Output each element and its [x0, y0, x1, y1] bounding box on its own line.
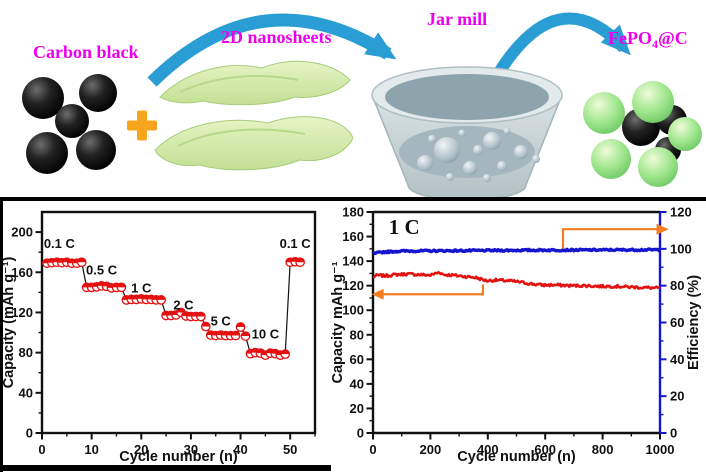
rate-annotation-0: 0.1 C: [44, 236, 76, 251]
carbon-black-cluster: [22, 74, 117, 174]
cycling-stability-chart: 0 200 400 600 800 1000 0 20 40 60 80 100 120 140 160 18…: [330, 200, 706, 472]
rate-y-tick-label: 80: [19, 345, 33, 360]
cycling-y-axis-left: 0 20 40 60 80 100 120 140 160 180: [342, 205, 373, 441]
rate-x-tick-label: 0: [38, 442, 45, 457]
panel-bottom-bar: [0, 465, 331, 471]
rate-chart-canvas: 0 10 20 30 40 50 0 40 80 120 160 200 Cycle number (n…: [1, 210, 317, 465]
cycling-right-tick-label: 80: [670, 278, 684, 293]
rate-x-axis-title: Cycle number (n): [119, 449, 238, 465]
rate-plot-frame: [40, 210, 317, 435]
cycling-left-tick-label: 40: [350, 376, 364, 391]
cycling-left-tick-label: 80: [350, 327, 364, 342]
rate-annotation-1: 0.5 C: [86, 262, 118, 277]
rate-y-tick-label: 160: [11, 265, 33, 280]
rate-annotation-4: 5 C: [211, 314, 232, 329]
nanosheets: [154, 60, 354, 171]
rate-y-axis: 0 40 80 120 160 200: [11, 225, 42, 441]
cycling-x-tick-label: 0: [369, 442, 376, 457]
rate-y-tick-label: 200: [11, 225, 33, 240]
cycling-right-tick-label: 0: [670, 426, 677, 441]
product-cluster: [583, 81, 702, 187]
cycling-series-capacity: [372, 271, 661, 291]
cycling-left-tick-label: 20: [350, 401, 364, 416]
cycling-rate-label: 1 C: [389, 215, 420, 239]
product-label: FePO4@C: [608, 28, 688, 51]
rate-annotation-3: 2 C: [173, 297, 194, 312]
cycling-left-tick-label: 120: [342, 278, 364, 293]
cycling-right-tick-label: 20: [670, 389, 684, 404]
capacity-axis-arrow: [371, 284, 485, 300]
cycling-series-efficiency: [371, 247, 661, 256]
nanosheets-label: 2D nanosheets: [221, 27, 332, 47]
cycling-left-axis-title: Capacity mAh g⁻¹: [330, 261, 346, 383]
rate-x-tick-label: 50: [283, 442, 297, 457]
rate-y-tick-label: 120: [11, 305, 33, 320]
cycling-x-tick-label: 200: [420, 442, 442, 457]
jar-mill-label: Jar mill: [427, 9, 487, 29]
arrow-mix-to-jar-icon: [147, 13, 397, 87]
rate-y-axis-title: Capacity (mAh g⁻¹): [1, 256, 17, 388]
cycling-left-tick-label: 140: [342, 254, 364, 269]
cycling-x-tick-label: 600: [534, 442, 556, 457]
cycling-right-tick-label: 100: [670, 241, 692, 256]
cycling-x-axis-title: Cycle number (n): [457, 449, 576, 465]
schematic-canvas: Carbon black 2D nanosheets Jar mill FePO…: [22, 9, 702, 200]
rate-annotation-5: 10 C: [252, 327, 280, 342]
rate-x-tick-label: 30: [184, 442, 198, 457]
rate-y-tick-label: 0: [26, 426, 33, 441]
rate-annotation-2: 1 C: [131, 280, 152, 295]
synthesis-schematic: Carbon black 2D nanosheets Jar mill FePO…: [0, 0, 706, 200]
cycling-x-tick-label: 1000: [646, 442, 675, 457]
efficiency-axis-arrow: [561, 223, 669, 249]
arrow-jar-to-product-icon: [492, 12, 631, 78]
cycling-left-tick-label: 100: [342, 303, 364, 318]
cycling-x-axis: 0 200 400 600 800 1000: [369, 433, 674, 457]
rate-x-tick-label: 40: [233, 442, 247, 457]
cycling-x-tick-label: 400: [477, 442, 499, 457]
rate-y-tick-label: 40: [19, 385, 33, 400]
rate-annotation-6: 0.1 C: [280, 236, 312, 251]
cycling-chart-canvas: 0 200 400 600 800 100002040608010012014016018…: [330, 205, 702, 466]
cycling-right-tick-label: 120: [670, 205, 692, 220]
cycling-left-tick-label: 180: [342, 205, 364, 220]
cycling-left-tick-label: 0: [357, 426, 364, 441]
milling-balls: [417, 127, 540, 182]
cycling-x-tick-label: 800: [592, 442, 614, 457]
cycling-right-tick-label: 40: [670, 352, 684, 367]
rate-x-tick-label: 20: [134, 442, 148, 457]
carbon-black-label: Carbon black: [33, 42, 139, 62]
cycling-left-tick-label: 60: [350, 352, 364, 367]
rate-x-axis: 0 10 20 30 40 50: [38, 433, 316, 457]
rate-x-tick-label: 10: [84, 442, 98, 457]
cycling-right-tick-label: 60: [670, 315, 684, 330]
rate-capability-chart: 0 10 20 30 40 50 0 40 80 120 160 200 Cycle number (n…: [0, 200, 330, 466]
cycling-left-tick-label: 160: [342, 229, 364, 244]
cycling-right-axis-title: Efficiency (%): [686, 275, 702, 370]
rate-series-markers: [42, 256, 305, 360]
jar-mill: [371, 66, 563, 200]
panel-left-border: [0, 197, 3, 472]
panel-divider: [0, 197, 706, 201]
cycling-y-axis-right: 0 20 40 60 80 100 120: [660, 205, 692, 441]
plus-icon: [127, 110, 157, 141]
